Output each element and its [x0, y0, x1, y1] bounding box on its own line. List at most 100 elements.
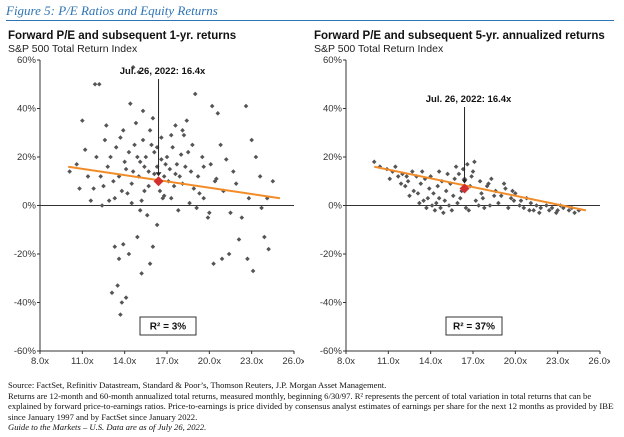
scatter-point [390, 169, 395, 174]
scatter-point [85, 174, 91, 179]
scatter-point [101, 183, 106, 189]
scatter-point [404, 174, 409, 179]
scatter-point [546, 208, 552, 213]
scatter-point [82, 147, 88, 153]
scatter-point [126, 251, 132, 257]
scatter-point [207, 210, 212, 216]
scatter-point [144, 212, 150, 218]
scatter-point [496, 200, 501, 206]
scatter-point [123, 166, 129, 172]
scatter-point [150, 244, 156, 250]
scatter-point [393, 164, 398, 169]
scatter-point [221, 188, 226, 194]
scatter-point [486, 181, 491, 186]
scatter-point [521, 205, 527, 211]
scatter-point [463, 205, 469, 211]
scatter-point [170, 145, 175, 150]
scatter-point [168, 132, 174, 138]
y-tick-label: -40% [320, 298, 343, 309]
scatter-point [245, 256, 250, 262]
x-tick-label: 17.0x [461, 356, 484, 367]
scatter-point [192, 91, 198, 97]
scatter-point [503, 186, 508, 191]
scatter-point [161, 174, 167, 179]
scatter-point [432, 208, 438, 213]
scatter-point [194, 205, 199, 211]
footnote-since: since January 1997 and by FactSet since … [8, 411, 198, 422]
scatter-point [448, 181, 453, 186]
scatter-point [163, 161, 168, 167]
chart-subtitle: S&P 500 Total Return Index [8, 43, 138, 55]
scatter-point [544, 203, 549, 208]
scatter-point [208, 161, 214, 167]
scatter-point [453, 164, 459, 169]
scatter-plot: 60% 40% 20% 0% -20% -40% -60%8.0x 11.0x 14.0x 17.… [14, 55, 304, 367]
scatter-point [118, 312, 123, 317]
scatter-point [421, 198, 426, 203]
scatter-point [243, 103, 249, 109]
scatter-point [80, 118, 85, 123]
scatter-point [250, 268, 256, 274]
scatter-point [410, 169, 415, 174]
scatter-point [456, 171, 462, 177]
scatter-point [167, 166, 173, 172]
r-squared-label: R² = 3% [150, 322, 187, 333]
scatter-point [449, 208, 455, 213]
scatter-point [205, 215, 211, 220]
scatter-point [77, 186, 82, 191]
scatter-point [429, 203, 435, 208]
scatter-point [112, 244, 118, 250]
scatter-point [67, 169, 72, 174]
scatter-point [88, 198, 94, 203]
scatter-point [139, 198, 144, 203]
figure-title: Figure 5: P/E Ratios and Equity Returns [6, 3, 218, 18]
scatter-point [411, 188, 417, 194]
scatter-point [94, 154, 99, 160]
y-tick-label: 0% [22, 201, 36, 212]
scatter-plot: 60% 40% 20% 0% -20% -40% -60%8.0x 11.0x 14.0x 17.… [320, 55, 610, 367]
scatter-point [262, 234, 267, 240]
scatter-point [402, 183, 408, 189]
scatter-point [452, 176, 457, 182]
footnote-guide: Guide to the Markets – U.S. Data are as … [8, 422, 207, 432]
scatter-point [465, 161, 470, 167]
scatter-point [92, 81, 98, 87]
scatter-point [130, 169, 136, 174]
x-tick-label: 20.0x [504, 356, 527, 367]
y-tick-label: 20% [323, 152, 343, 163]
scatter-point [96, 81, 102, 87]
scatter-point [538, 205, 544, 211]
scatter-point [566, 208, 572, 213]
scatter-point [201, 195, 206, 201]
y-tick-label: -60% [14, 346, 37, 357]
scatter-point [223, 157, 229, 162]
scatter-point [487, 203, 493, 208]
scatter-point [188, 169, 194, 174]
scatter-point [119, 300, 125, 305]
scatter-point [431, 191, 436, 196]
y-tick-label: 40% [17, 104, 37, 115]
scatter-point [572, 210, 577, 216]
scatter-point [128, 101, 133, 106]
scatter-point [215, 111, 221, 116]
chart-title: Forward P/E and subsequent 5-yr. annuali… [314, 30, 605, 42]
chart-subtitle: S&P 500 Total Return Index [314, 43, 444, 55]
annotation-label: Jul. 26, 2022: 16.4x [426, 94, 512, 105]
x-tick-label: 14.0x [113, 356, 136, 367]
x-tick-label: 11.0x [71, 356, 94, 367]
scatter-point [99, 203, 105, 208]
scatter-point [143, 154, 149, 160]
scatter-point [132, 142, 137, 148]
scatter-point [136, 69, 142, 75]
scatter-point [125, 191, 130, 196]
y-tick-label: 40% [323, 104, 343, 115]
scatter-point [175, 208, 181, 213]
scatter-point [113, 145, 119, 150]
scatter-point [441, 210, 446, 216]
scatter-point [140, 108, 146, 114]
scatter-point [233, 181, 239, 186]
scatter-point [214, 176, 219, 182]
scatter-point [419, 169, 425, 174]
scatter-point [98, 174, 103, 179]
scatter-point [197, 191, 202, 196]
